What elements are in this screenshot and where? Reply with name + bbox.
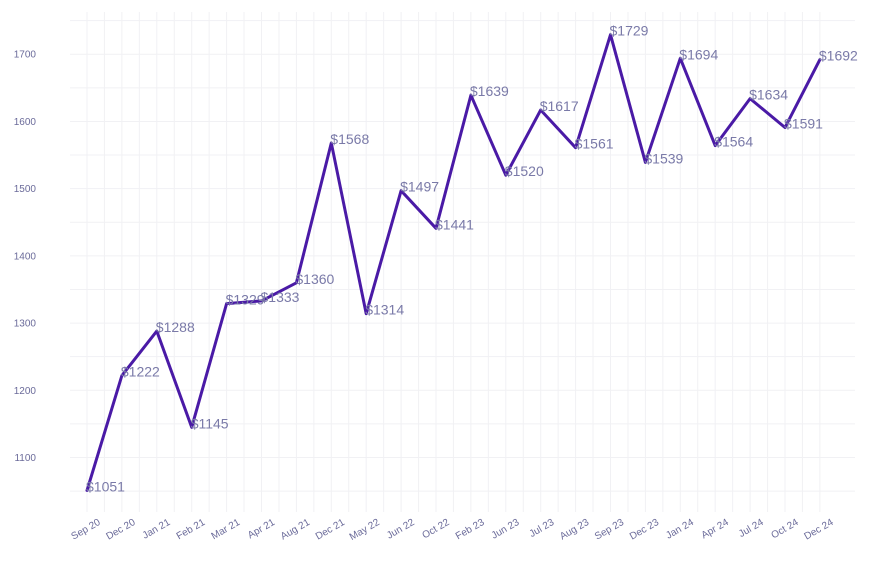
x-tick-label: Sep 23 <box>593 517 626 543</box>
data-label: $1692 <box>819 48 858 64</box>
x-tick-label: Aug 23 <box>558 517 591 543</box>
data-label: $1288 <box>156 319 195 335</box>
x-tick-label: Dec 20 <box>104 517 137 543</box>
x-tick-label: Jan 21 <box>141 517 173 542</box>
x-tick-label: Feb 23 <box>454 517 487 542</box>
data-label: $1051 <box>86 478 125 494</box>
y-tick-label: 1400 <box>14 251 37 262</box>
x-tick-label: Feb 21 <box>175 517 208 542</box>
data-label: $1694 <box>679 46 718 62</box>
data-label: $1639 <box>470 83 509 99</box>
x-tick-label: Apr 21 <box>246 517 277 541</box>
y-tick-label: 1500 <box>14 184 37 195</box>
data-label: $1539 <box>644 150 683 166</box>
x-tick-label: Apr 24 <box>700 517 731 541</box>
y-tick-label: 1200 <box>14 386 37 397</box>
x-tick-label: Dec 24 <box>802 517 835 543</box>
series-line-group <box>85 33 822 492</box>
series-line <box>85 33 822 492</box>
x-tick-label: Dec 21 <box>314 517 347 543</box>
x-tick-label: Jun 23 <box>490 517 522 542</box>
y-tick-label: 1700 <box>14 50 37 61</box>
x-tick-label: Oct 24 <box>769 517 800 541</box>
x-tick-label: Jan 24 <box>664 517 696 542</box>
data-label: $1561 <box>575 136 614 152</box>
data-label: $1568 <box>330 131 369 147</box>
data-label: $1441 <box>435 216 474 232</box>
data-label: $1145 <box>191 415 229 431</box>
data-label: $1497 <box>400 179 439 195</box>
y-axis: 1100 1200 1300 1400 1500 1600 1700 <box>14 50 37 464</box>
y-tick-label: 1100 <box>14 453 36 464</box>
grid <box>70 12 855 512</box>
x-axis: Sep 20 Dec 20 Jan 21 Feb 21 Mar 21 Apr 21 Aug … <box>70 517 836 543</box>
data-label: $1617 <box>540 98 579 114</box>
y-tick-label: 1600 <box>14 117 37 128</box>
data-label: $1222 <box>121 364 160 380</box>
x-tick-label: Oct 22 <box>420 517 451 541</box>
data-labels: $1051 $1222 $1288 $1145 $1329$1333 $1360 $1568… <box>86 23 858 495</box>
x-tick-label: Jul 23 <box>528 517 557 540</box>
data-label: $1314 <box>365 302 404 318</box>
x-tick-label: Mar 21 <box>210 517 243 542</box>
x-tick-label: May 22 <box>348 517 382 543</box>
x-tick-label: Sep 20 <box>70 517 103 543</box>
x-tick-label: Dec 23 <box>628 517 661 543</box>
x-tick-label: Jun 22 <box>385 517 417 542</box>
data-label: $1634 <box>749 87 788 103</box>
data-label: $1360 <box>295 271 334 287</box>
y-tick-label: 1300 <box>14 319 37 330</box>
data-label: $1329 <box>226 292 265 308</box>
data-label: $1333 <box>261 289 300 305</box>
x-tick-label: Aug 21 <box>279 517 312 543</box>
data-label: $1729 <box>610 23 649 39</box>
data-label: $1591 <box>784 115 823 131</box>
data-label: $1564 <box>714 134 753 150</box>
x-tick-label: Jul 24 <box>737 517 766 540</box>
data-label: $1520 <box>505 163 544 179</box>
